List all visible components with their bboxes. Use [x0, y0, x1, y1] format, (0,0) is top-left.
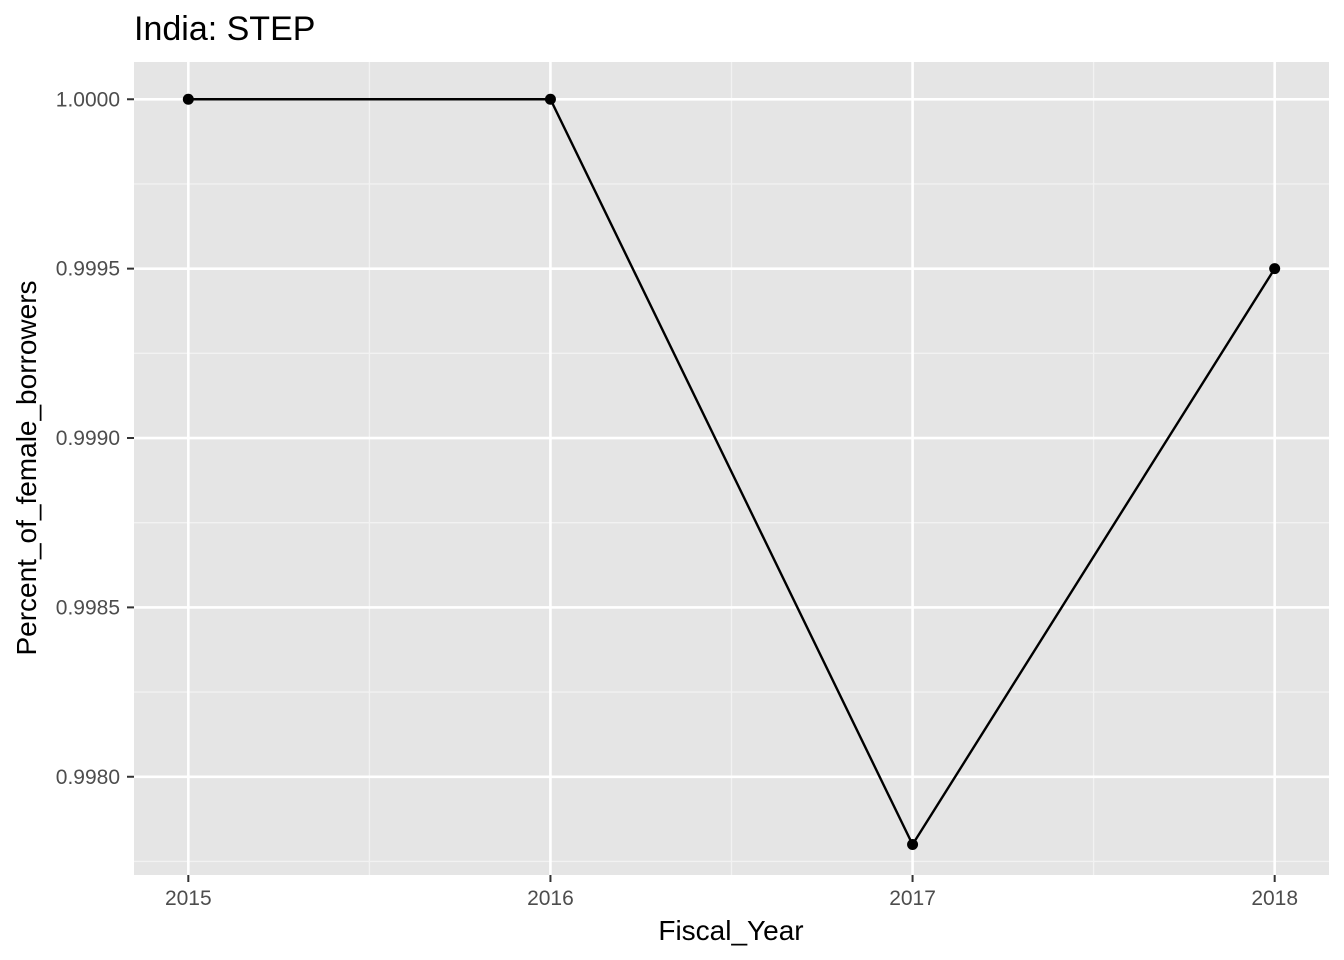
- y-tick-label: 0.9990: [56, 427, 120, 450]
- y-axis-title: Percent_of_female_borrowers: [11, 280, 42, 655]
- x-tick-label: 2015: [165, 887, 212, 910]
- x-tick-label: 2017: [889, 887, 936, 910]
- x-tick-label: 2018: [1251, 887, 1298, 910]
- minor-gridlines: [134, 62, 1329, 875]
- x-axis-title: Fiscal_Year: [658, 915, 803, 946]
- data-point: [544, 93, 556, 105]
- points-layer: [182, 93, 1281, 851]
- x-tick-label: 2016: [527, 887, 574, 910]
- y-axis: 0.9980 0.9985 0.9990 0.9995 1.0000: [56, 88, 134, 789]
- series-line: [188, 98, 1276, 846]
- data-point: [907, 839, 919, 851]
- data-point: [1269, 263, 1281, 275]
- y-tick-label: 0.9985: [56, 596, 120, 619]
- series-layer: [188, 98, 1276, 846]
- y-tick-label: 0.9980: [56, 766, 120, 789]
- data-point: [182, 93, 194, 105]
- chart-title: India: STEP: [134, 10, 315, 48]
- y-tick-label: 1.0000: [56, 88, 120, 111]
- major-gridlines: [134, 62, 1329, 875]
- x-axis: 2015 2016 2017 2018: [165, 875, 1298, 910]
- y-tick-label: 0.9995: [56, 258, 120, 281]
